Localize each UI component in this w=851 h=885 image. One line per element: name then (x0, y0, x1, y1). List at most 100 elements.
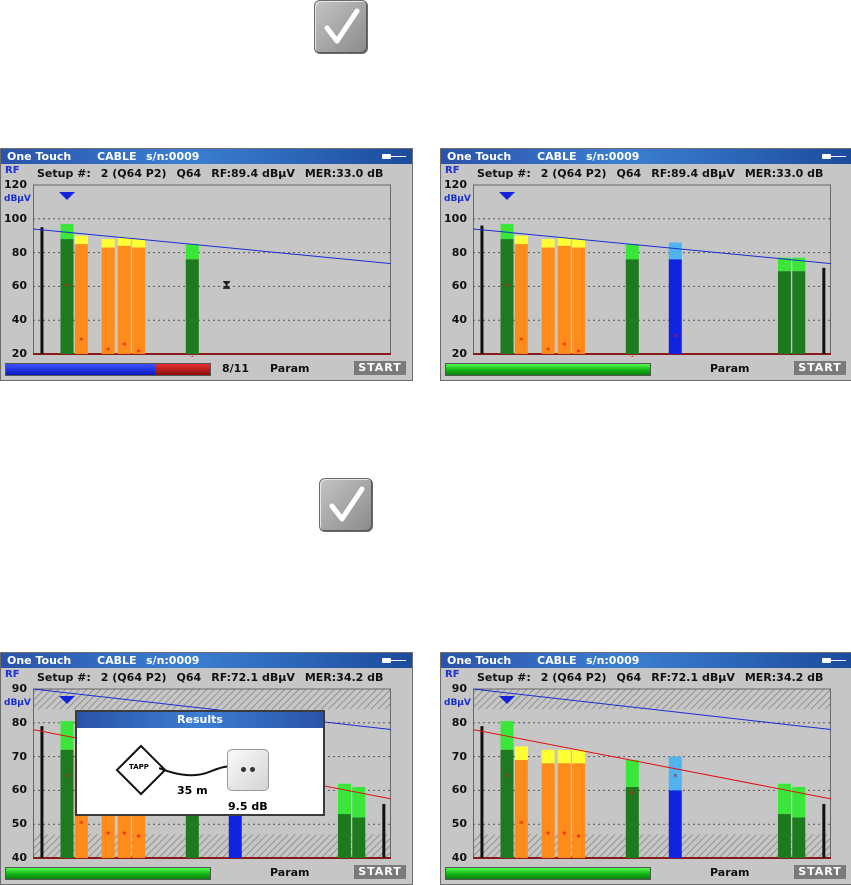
channel-bar: * (541, 749, 555, 858)
app-title: One Touch (7, 150, 72, 163)
progress-fill (446, 364, 650, 375)
checkmark-icon[interactable] (319, 478, 373, 532)
progress-bar (445, 867, 651, 880)
mer-star: * (190, 355, 195, 357)
title-bar: One Touch CABLE s/n:0009 (441, 149, 851, 164)
channel-bar: * (60, 223, 74, 354)
tilt-line-blue (473, 228, 831, 265)
bar-body (500, 749, 514, 858)
channel-marker-icon (59, 192, 76, 200)
pilot-marker (480, 726, 484, 858)
upper-limit-zone (33, 689, 391, 710)
bar-body (500, 239, 514, 354)
title-bar: One Touch CABLE s/n:0009 (1, 149, 412, 164)
bar-body (792, 271, 806, 354)
power-plug-icon (382, 153, 406, 160)
channel-bar (777, 783, 791, 858)
progress-fill (6, 868, 210, 879)
bar-cap (572, 239, 586, 248)
channel-bar: * (514, 235, 528, 354)
tilt-line-blue (33, 228, 391, 265)
param-label[interactable]: Param (710, 866, 750, 879)
mer-star: * (122, 342, 127, 352)
mer-star: * (106, 347, 111, 357)
start-button[interactable]: START (794, 865, 846, 879)
bar-body (117, 245, 131, 354)
bar-cap (500, 721, 514, 750)
start-button[interactable]: START (794, 361, 846, 375)
bar-body (792, 817, 806, 858)
mer-star: * (630, 790, 635, 800)
app-title: One Touch (7, 654, 72, 667)
param-label[interactable]: Param (270, 866, 310, 879)
rf-label: RF (445, 669, 460, 680)
app-title: One Touch (447, 150, 512, 163)
channel-bar (792, 787, 806, 858)
tap-label: TAPP (129, 763, 149, 771)
bar-cap (541, 239, 555, 248)
mer-value: MER:34.2 dB (744, 671, 824, 684)
bar-body (132, 247, 146, 354)
y-tick-label: 100 (444, 211, 467, 225)
mer-star: * (505, 773, 510, 783)
setup-value: 2 (Q64 P2) (540, 167, 607, 180)
bar-cap (132, 239, 146, 248)
channel-bar: * (500, 223, 514, 354)
bar-body (541, 247, 555, 354)
bar-cap (668, 756, 682, 791)
bar-cap (557, 749, 571, 764)
tilt-line-blue (473, 688, 831, 731)
mer-star: * (562, 830, 567, 840)
y-tick-label: 100 (4, 211, 27, 225)
channel-bar: * (132, 239, 146, 357)
tilt-line-blue (33, 688, 391, 731)
y-tick-label: 80 (11, 715, 27, 729)
upper-limit-zone (473, 689, 831, 710)
y-tick-label: 20 (11, 347, 27, 360)
mer-star: * (519, 336, 524, 346)
spectrum-chart: * * * * * * * (473, 688, 831, 859)
bar-cap (572, 749, 586, 764)
bar-cap (101, 239, 115, 248)
results-dialog[interactable]: Results TAPP 35 m 9.5 dB (75, 710, 325, 816)
mer-value: MER:33.0 dB (304, 167, 384, 180)
modulation: Q64 (616, 167, 642, 180)
unit-label: dBµV (4, 698, 31, 708)
bar-body (557, 245, 571, 354)
bar-cap (514, 235, 528, 245)
checkmark-icon[interactable] (314, 0, 368, 54)
bar-body (777, 814, 791, 858)
y-tick-label: 80 (451, 245, 467, 259)
analyzer-screen-4: One Touch CABLE s/n:0009 RF Setup #: 2 (Q64 P… (440, 652, 851, 885)
serial-label: s/n:0009 (146, 150, 200, 163)
wall-outlet-icon (227, 749, 269, 791)
y-tick-label: 60 (11, 783, 27, 797)
mer-star: * (505, 282, 510, 292)
bar-body (74, 244, 88, 354)
start-button[interactable]: START (354, 361, 406, 375)
mode-label: CABLE (537, 654, 577, 667)
channel-bar (777, 257, 791, 354)
channel-bar: * (572, 239, 586, 357)
y-tick-label: 50 (11, 817, 27, 831)
mer-star: * (576, 348, 581, 357)
pilot-marker (822, 267, 826, 354)
param-label[interactable]: Param (270, 362, 310, 375)
setup-value: 2 (Q64 P2) (100, 671, 167, 684)
y-tick-label: 40 (11, 313, 27, 327)
tilt-line-red (473, 729, 831, 800)
scan-count: 8/11 (222, 362, 249, 375)
bar-cap (668, 242, 682, 260)
rf-level: RF:72.1 dBµV (651, 671, 735, 684)
bar-body (514, 759, 528, 858)
bar-cap (500, 223, 514, 240)
rf-label: RF (445, 165, 460, 176)
app-title: One Touch (447, 654, 512, 667)
param-label[interactable]: Param (710, 362, 750, 375)
mer-star: * (519, 820, 524, 830)
channel-bar: * (101, 239, 115, 357)
start-button[interactable]: START (354, 865, 406, 879)
mode-label: CABLE (97, 150, 137, 163)
bar-cap (514, 746, 528, 760)
mer-star: * (65, 773, 70, 783)
